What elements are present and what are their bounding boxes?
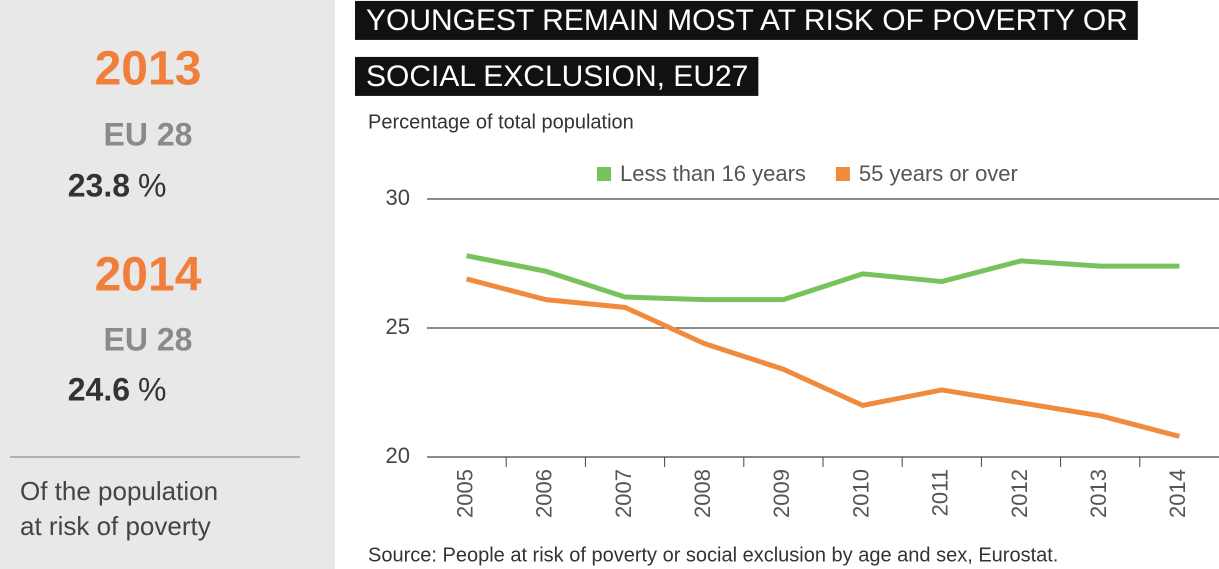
series-line [466, 253, 1180, 303]
y-tick-label: 20 [386, 443, 410, 468]
x-tick-label: 2005 [452, 469, 477, 518]
unit: % [138, 167, 166, 203]
caption: at risk of poverty [20, 511, 211, 541]
caption: Of the population [20, 476, 218, 506]
subtitle: Percentage of total population [368, 111, 634, 133]
area: EU 28 [104, 116, 193, 152]
legend-swatch [597, 167, 611, 181]
x-tick-label: 2006 [532, 469, 557, 518]
title-line: YOUNGEST REMAIN MOST AT RISK OF POVERTY … [366, 4, 1128, 37]
x-tick-label: 2009 [769, 469, 794, 518]
series-line [465, 276, 1181, 439]
area: EU 28 [104, 321, 193, 357]
title-background [355, 0, 1138, 40]
x-tick-label: 2014 [1165, 469, 1190, 518]
year: 2014 [95, 249, 202, 302]
value: 24.6 [68, 371, 130, 407]
source: Source: People at risk of poverty or soc… [368, 544, 1058, 566]
year: 2013 [95, 43, 202, 96]
x-tick-label: 2007 [611, 469, 636, 518]
value: 23.8 [68, 167, 130, 203]
y-tick-label: 30 [386, 185, 410, 210]
title: YOUNGEST REMAIN MOST AT RISK OF POVERTY … [355, 0, 1138, 96]
title-background [355, 56, 759, 96]
x-tick-label: 2012 [1007, 469, 1032, 518]
unit: % [138, 371, 166, 407]
legend-label: Less than 16 years [620, 161, 806, 186]
x-tick-label: 2010 [848, 469, 873, 518]
x-tick-label: 2008 [690, 469, 715, 518]
x-tick-label: 2011 [928, 469, 953, 516]
legend-swatch [835, 167, 850, 181]
title-line: SOCIAL EXCLUSION, EU27 [366, 60, 748, 93]
x-tick-label: 2013 [1086, 469, 1111, 518]
y-tick-label: 25 [386, 314, 410, 339]
sidebar-background [0, 0, 335, 569]
legend-label: 55 years or over [859, 161, 1018, 186]
